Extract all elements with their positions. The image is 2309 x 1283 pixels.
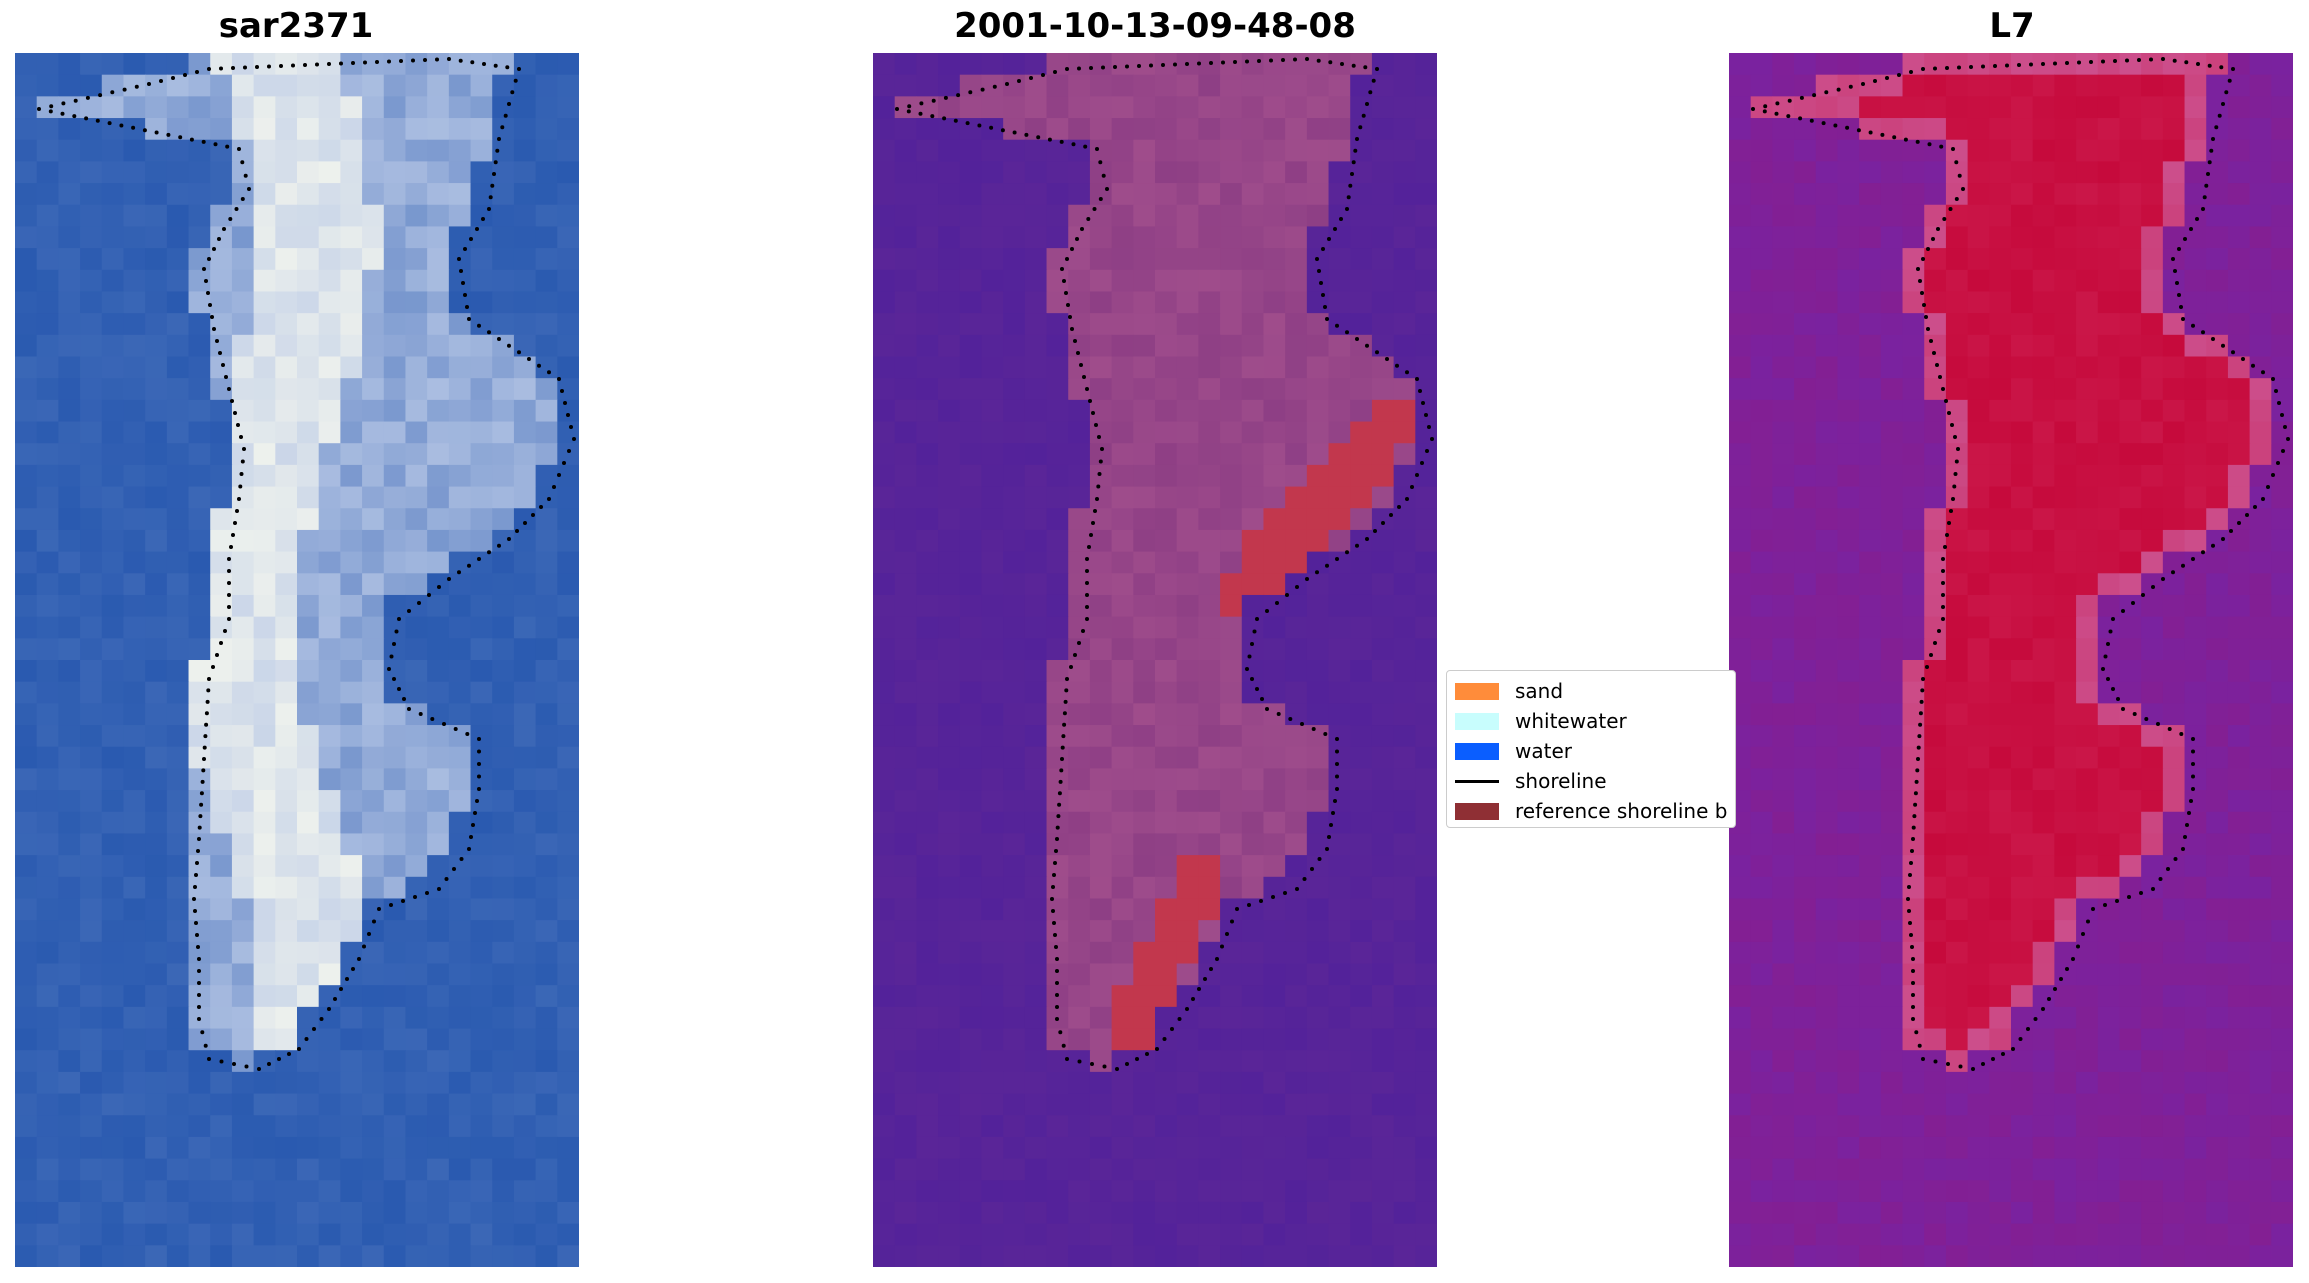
legend-label-reference: reference shoreline b [1515,799,1728,823]
legend-item-whitewater: whitewater [1455,707,1627,735]
shoreline-dots [895,57,1434,1071]
legend-swatch-water [1455,742,1499,760]
legend-item-sand: sand [1455,677,1563,705]
panel-title-right: L7 [1989,6,2035,46]
shoreline-dots [37,57,576,1071]
panel-title-middle: 2001-10-13-09-48-08 [954,6,1356,46]
panel-title-left: sar2371 [218,6,374,46]
classification-map [873,53,1437,1267]
legend-swatch-whitewater [1455,712,1499,730]
legend-item-shoreline: shoreline [1455,767,1607,795]
legend-line-shoreline [1455,779,1499,783]
shoreline-dots [1751,57,2290,1071]
legend-swatch-sand [1455,682,1499,700]
l7-index-map [1729,53,2293,1267]
sar-image-map [15,53,579,1267]
legend-label-sand: sand [1515,679,1564,703]
legend-item-reference: reference shoreline b [1455,797,1727,825]
legend-item-water: water [1455,737,1572,765]
legend-label-whitewater: whitewater [1515,709,1627,733]
legend-swatch-reference [1455,802,1499,820]
legend-label-shoreline: shoreline [1515,769,1607,793]
legend-label-water: water [1515,739,1572,763]
legend: sand whitewater water shoreline referenc… [1446,670,1736,828]
